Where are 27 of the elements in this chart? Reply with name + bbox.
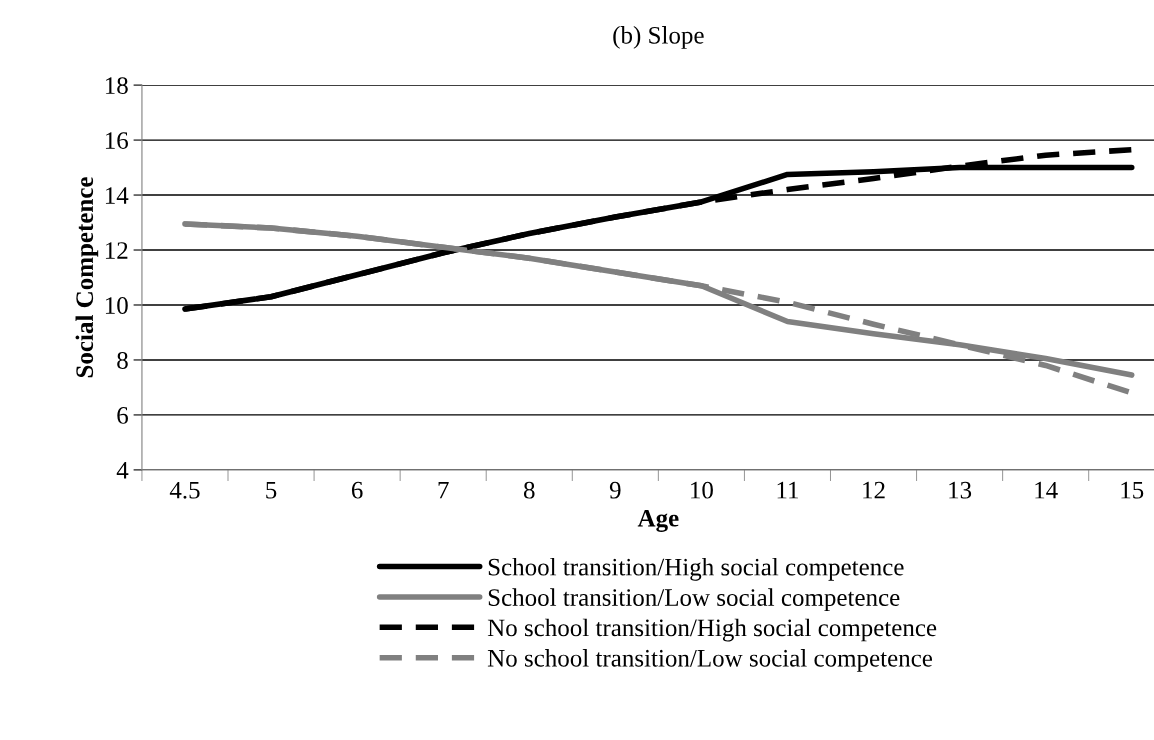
x-tick-label: 10 bbox=[691, 481, 713, 499]
x-tick-label: 14 bbox=[1035, 481, 1058, 499]
legend-label: School transition/Low social competence bbox=[488, 588, 900, 612]
x-tick-label: 13 bbox=[949, 481, 972, 499]
x-tick-label: 11 bbox=[777, 481, 798, 499]
y-tick-label: 4 bbox=[116, 462, 129, 479]
x-axis-title: Age bbox=[637, 509, 679, 532]
y-tick-label: 8 bbox=[117, 352, 128, 369]
x-tick-label: 15 bbox=[1121, 481, 1144, 499]
legend-label: School transition/High social competence bbox=[488, 557, 904, 581]
y-tick-label: 16 bbox=[105, 132, 128, 149]
legend-label: No school transition/High social competence bbox=[487, 618, 937, 642]
y-tick-label: 18 bbox=[105, 77, 128, 95]
legend-label: No school transition/Low social competence bbox=[487, 649, 933, 672]
chart-title: (b) Slope bbox=[613, 26, 704, 49]
y-tick-label: 6 bbox=[117, 407, 128, 424]
x-tick-label: 5 bbox=[266, 481, 277, 499]
x-tick-label: 7 bbox=[438, 481, 449, 499]
x-tick-label: 9 bbox=[609, 481, 621, 499]
x-tick-label: 8 bbox=[523, 481, 535, 499]
x-tick-label: 6 bbox=[351, 481, 363, 499]
y-tick-label: 14 bbox=[105, 187, 129, 204]
y-tick-label: 10 bbox=[105, 297, 128, 314]
y-axis-title: Social Competence bbox=[75, 177, 99, 378]
x-tick-label: 12 bbox=[863, 481, 885, 499]
y-tick-label: 12 bbox=[105, 242, 128, 259]
x-tick-label: 4.5 bbox=[169, 481, 200, 499]
